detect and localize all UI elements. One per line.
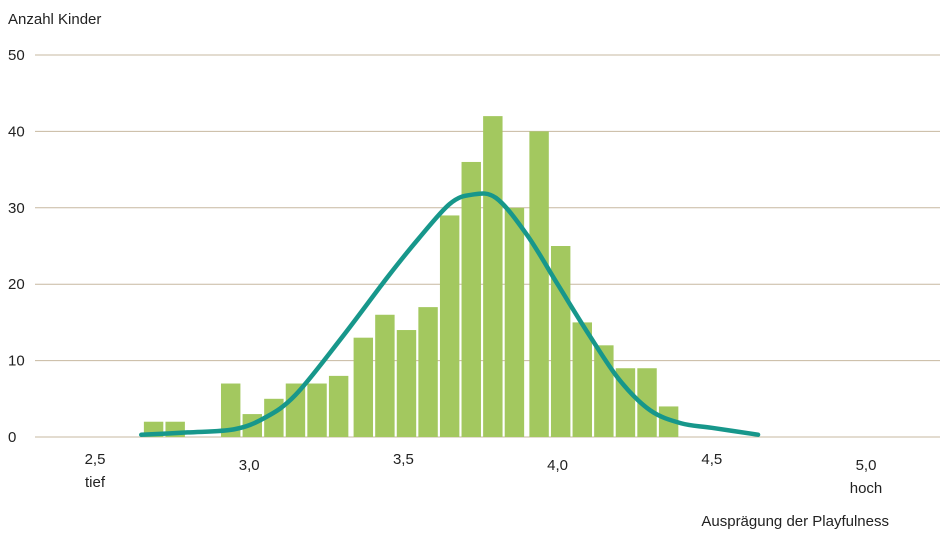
bar-2 — [220, 383, 241, 437]
y-tick-labels: 0 10 20 30 40 50 — [8, 47, 25, 446]
bar-7 — [328, 375, 349, 437]
bar-18 — [572, 322, 592, 437]
x-tick-5,0: 5,0 — [856, 457, 877, 474]
density-curve — [139, 191, 761, 437]
bar-6 — [307, 383, 327, 437]
x-tick-4,5: 4,5 — [701, 451, 722, 468]
bar-10 — [396, 330, 417, 437]
y-tick-20: 20 — [8, 276, 25, 293]
bar-11 — [418, 307, 438, 437]
bar-5 — [285, 383, 306, 437]
x-tick-2,5: 2,5 — [85, 451, 106, 468]
bar-16 — [529, 131, 549, 437]
y-axis-label: Anzahl Kinder — [8, 11, 101, 28]
density-curve-group — [139, 191, 761, 437]
bar-13 — [461, 161, 481, 437]
y-tick-0: 0 — [8, 429, 16, 446]
bar-14 — [483, 116, 503, 438]
x-tick-3,0: 3,0 — [239, 457, 260, 474]
bar-15 — [504, 207, 525, 437]
bars — [143, 116, 679, 438]
x-axis-label: Ausprägung der Playfulness — [701, 513, 889, 530]
bar-21 — [637, 368, 657, 437]
bar-20 — [615, 368, 636, 437]
x-tick-sublabel-tief: tief — [85, 474, 106, 491]
bar-12 — [439, 215, 460, 437]
y-tick-40: 40 — [8, 123, 25, 140]
y-tick-10: 10 — [8, 353, 25, 370]
x-tick-sublabel-hoch: hoch — [850, 480, 883, 497]
x-tick-labels: 2,5 tief 3,0 3,5 4,0 4,5 5,0 hoch — [85, 451, 883, 497]
bar-9 — [375, 314, 395, 437]
bar-8 — [353, 337, 374, 437]
y-tick-30: 30 — [8, 200, 25, 217]
bar-22 — [658, 406, 679, 437]
x-tick-4,0: 4,0 — [547, 457, 568, 474]
x-tick-3,5: 3,5 — [393, 451, 414, 468]
y-tick-50: 50 — [8, 47, 25, 64]
